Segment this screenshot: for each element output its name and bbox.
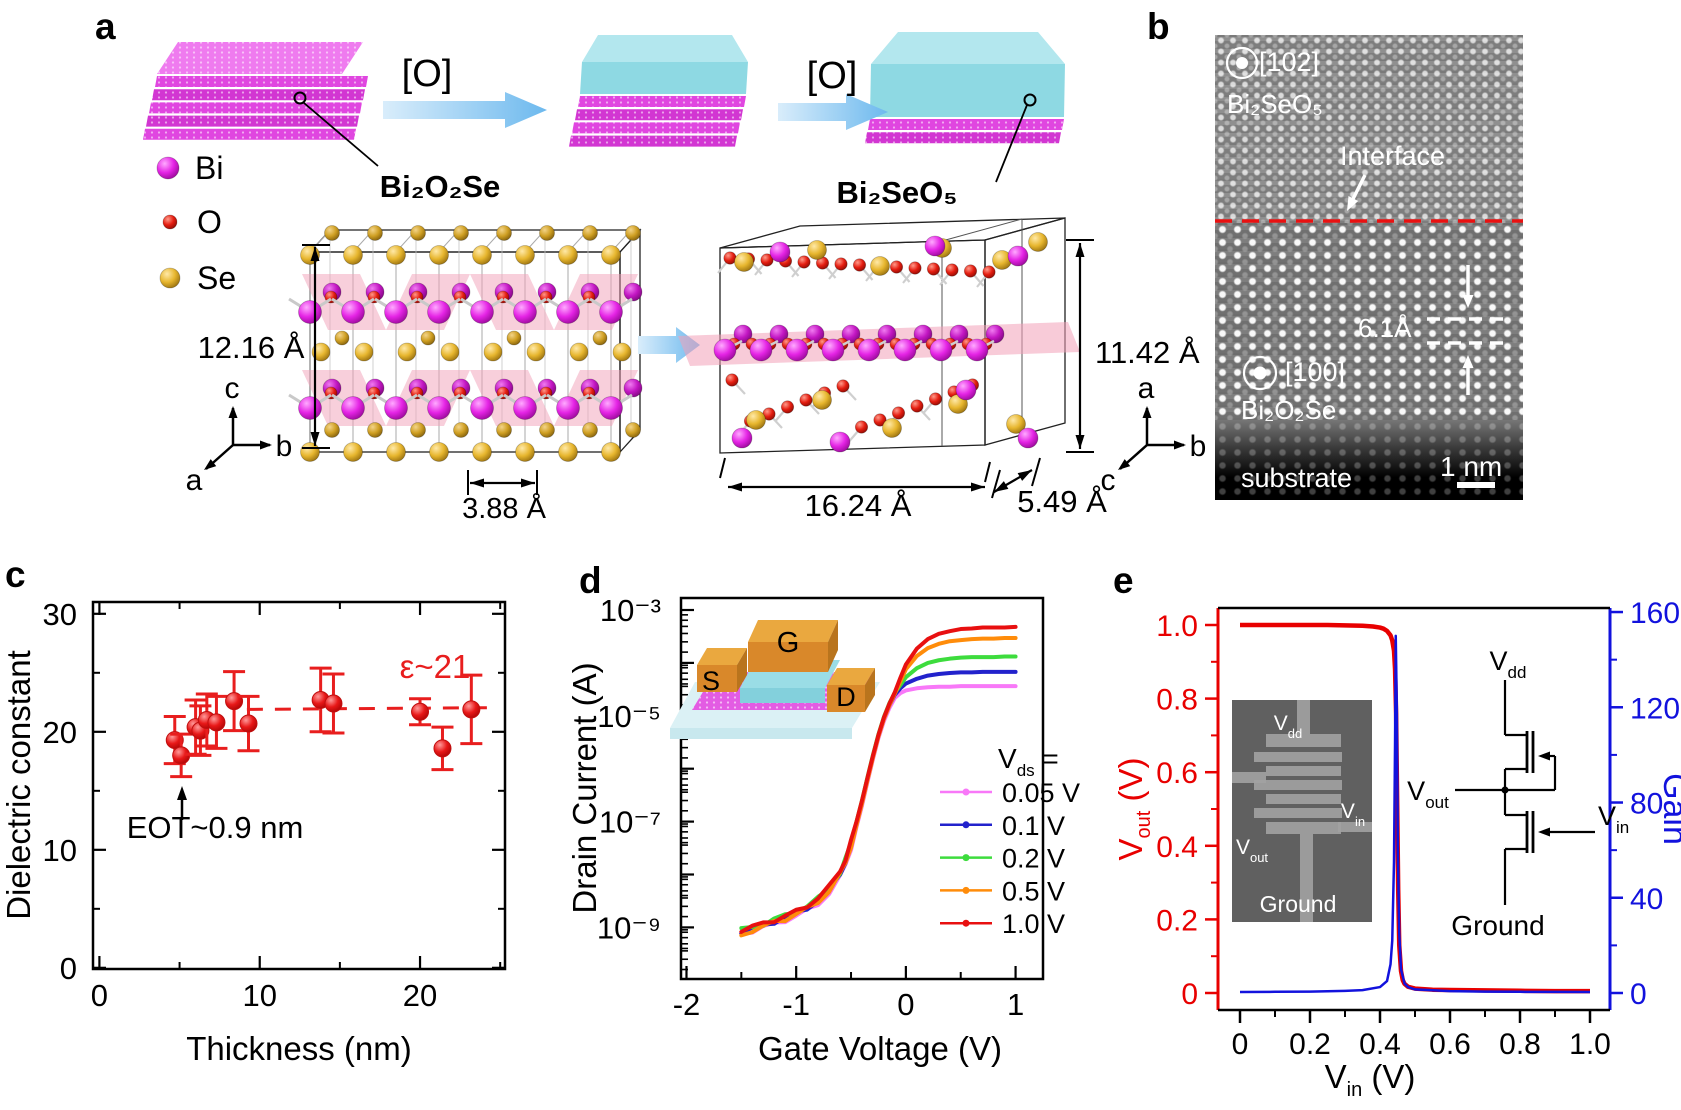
svg-text:0: 0 [1630,978,1647,1011]
svg-text:0.4: 0.4 [1156,831,1198,864]
svg-text:0.8: 0.8 [1499,1028,1541,1061]
svg-text:Bi: Bi [195,150,223,186]
svg-text:Bi₂SeO₅: Bi₂SeO₅ [836,175,957,210]
svg-text:10⁻⁹: 10⁻⁹ [597,910,661,945]
svg-text:0.1 V: 0.1 V [1002,811,1065,841]
svg-text:10⁻³: 10⁻³ [600,593,661,628]
scale-bar [1457,482,1495,488]
svg-text:20: 20 [43,715,77,750]
panel-label-a: a [95,6,116,47]
svg-text:c: c [1101,464,1116,497]
substrate-label: substrate [1241,463,1353,493]
svg-text:Bi₂O₂Se: Bi₂O₂Se [380,169,501,204]
svg-text:5.49 Å: 5.49 Å [1017,484,1107,519]
svg-text:0: 0 [1232,1028,1249,1061]
material-top-label: Bi₂SeO₅ [1227,89,1323,119]
svg-text:Dielectric constant: Dielectric constant [0,650,37,920]
svg-text:30: 30 [43,597,77,632]
svg-text:10: 10 [43,833,77,868]
svg-text:Se: Se [197,260,236,296]
svg-text:120: 120 [1630,692,1680,725]
svg-text:Vout: Vout [1407,776,1449,812]
svg-text:ε~21: ε~21 [400,648,471,685]
svg-text:Thickness (nm): Thickness (nm) [186,1030,412,1067]
svg-text:Gain: Gain [1656,773,1681,845]
svg-text:Vin: Vin [1341,800,1365,829]
svg-text:160: 160 [1630,597,1680,630]
svg-text:0: 0 [1181,978,1198,1011]
svg-text:10⁻⁵: 10⁻⁵ [597,699,661,734]
tem-region-bi2seo5 [1215,35,1523,223]
svg-text:-1: -1 [782,987,810,1022]
svg-text:Vin: Vin [1598,801,1629,837]
panel-label-b: b [1147,6,1170,47]
svg-text:Vdd: Vdd [1274,712,1302,741]
svg-text:0.2: 0.2 [1289,1028,1331,1061]
scalebar-label: 1 nm [1440,451,1503,482]
svg-text:0.2 V: 0.2 V [1002,844,1065,874]
svg-text:40: 40 [1630,883,1663,916]
svg-text:c: c [225,372,240,405]
svg-text:Vout (V): Vout (V) [1112,758,1155,861]
svg-text:12.16 Å: 12.16 Å [198,330,305,365]
svg-text:[O]: [O] [402,53,453,95]
svg-text:10⁻⁷: 10⁻⁷ [599,805,661,840]
svg-text:EOT~0.9 nm: EOT~0.9 nm [127,810,304,845]
svg-text:b: b [276,430,293,463]
svg-text:G: G [777,627,800,659]
svg-text:0.5 V: 0.5 V [1002,876,1065,906]
svg-text:0.6: 0.6 [1156,757,1198,790]
svg-text:1.0: 1.0 [1569,1028,1611,1061]
svg-text:Drain Current (A): Drain Current (A) [566,662,603,913]
svg-text:Ground: Ground [1260,891,1337,917]
svg-text:0.8: 0.8 [1156,684,1198,717]
svg-text:a: a [1138,372,1155,405]
panel-c-dielectric-chart: 0 10 20 0 10 20 30 Thickness (nm) Dielectric con… [0,597,507,1067]
panel-a-schematic: [O] [O] Bi₂O₂Se Bi₂SeO₅ Bi O Se 12.16 Å 3.88 Å c b… [143,32,1207,525]
svg-text:D: D [836,682,856,712]
svg-text:a: a [186,464,203,497]
svg-text:1.0: 1.0 [1156,610,1198,643]
svg-text:O: O [197,204,222,240]
svg-text:0.4: 0.4 [1359,1028,1401,1061]
svg-text:Vout: Vout [1236,836,1268,865]
svg-text:-2: -2 [673,987,701,1022]
svg-text:Vds =: Vds = [998,743,1059,780]
interface-label: Interface [1340,141,1446,171]
svg-text:b: b [1190,430,1207,463]
svg-text:Vdd: Vdd [1490,646,1527,682]
panel-d-transfer-chart: -2 -1 0 1 10⁻³ 10⁻⁵ 10⁻⁷ 10⁻⁹ Gate Voltage (V) Dr… [566,593,1080,1067]
zone-axis-bottom-label: [100] [1285,357,1346,387]
svg-text:1: 1 [1007,987,1024,1022]
svg-text:10: 10 [242,978,276,1013]
panel-label-c: c [5,554,26,595]
svg-text:80: 80 [1630,788,1663,821]
panel-label-d: d [579,560,602,601]
panel-label-e: e [1113,560,1134,601]
svg-text:0: 0 [91,978,108,1013]
svg-text:16.24 Å: 16.24 Å [805,488,912,523]
panel-e-inverter-chart: 0 0.2 0.4 0.6 0.8 1.0 0 40 80 120 160 0 0.2 0.4 0.6 0.8… [1112,597,1681,1101]
spacing-label: 6.1Å [1358,313,1412,343]
zone-axis-top-label: [102] [1259,47,1320,77]
svg-text:Gate Voltage (V): Gate Voltage (V) [758,1030,1002,1067]
panel-b-tem-image: [102] Bi₂SeO₅ Interface 6.1Å [100] Bi₂O₂… [1215,35,1523,500]
svg-text:S: S [702,666,720,696]
material-bottom-label: Bi₂O₂Se [1241,395,1337,425]
tem-annotations [1215,46,1523,395]
svg-text:0.6: 0.6 [1429,1028,1471,1061]
svg-text:0.05 V: 0.05 V [1002,778,1080,808]
svg-text:Vin (V): Vin (V) [1325,1058,1416,1101]
svg-text:1.0 V: 1.0 V [1002,909,1065,939]
svg-text:20: 20 [403,978,437,1013]
svg-text:0: 0 [897,987,914,1022]
svg-text:0: 0 [60,951,77,986]
svg-text:3.88 Å: 3.88 Å [462,492,546,525]
svg-text:[O]: [O] [807,55,858,97]
svg-text:0.2: 0.2 [1156,904,1198,937]
svg-text:Ground: Ground [1451,910,1544,941]
svg-text:11.42 Å: 11.42 Å [1095,335,1200,370]
